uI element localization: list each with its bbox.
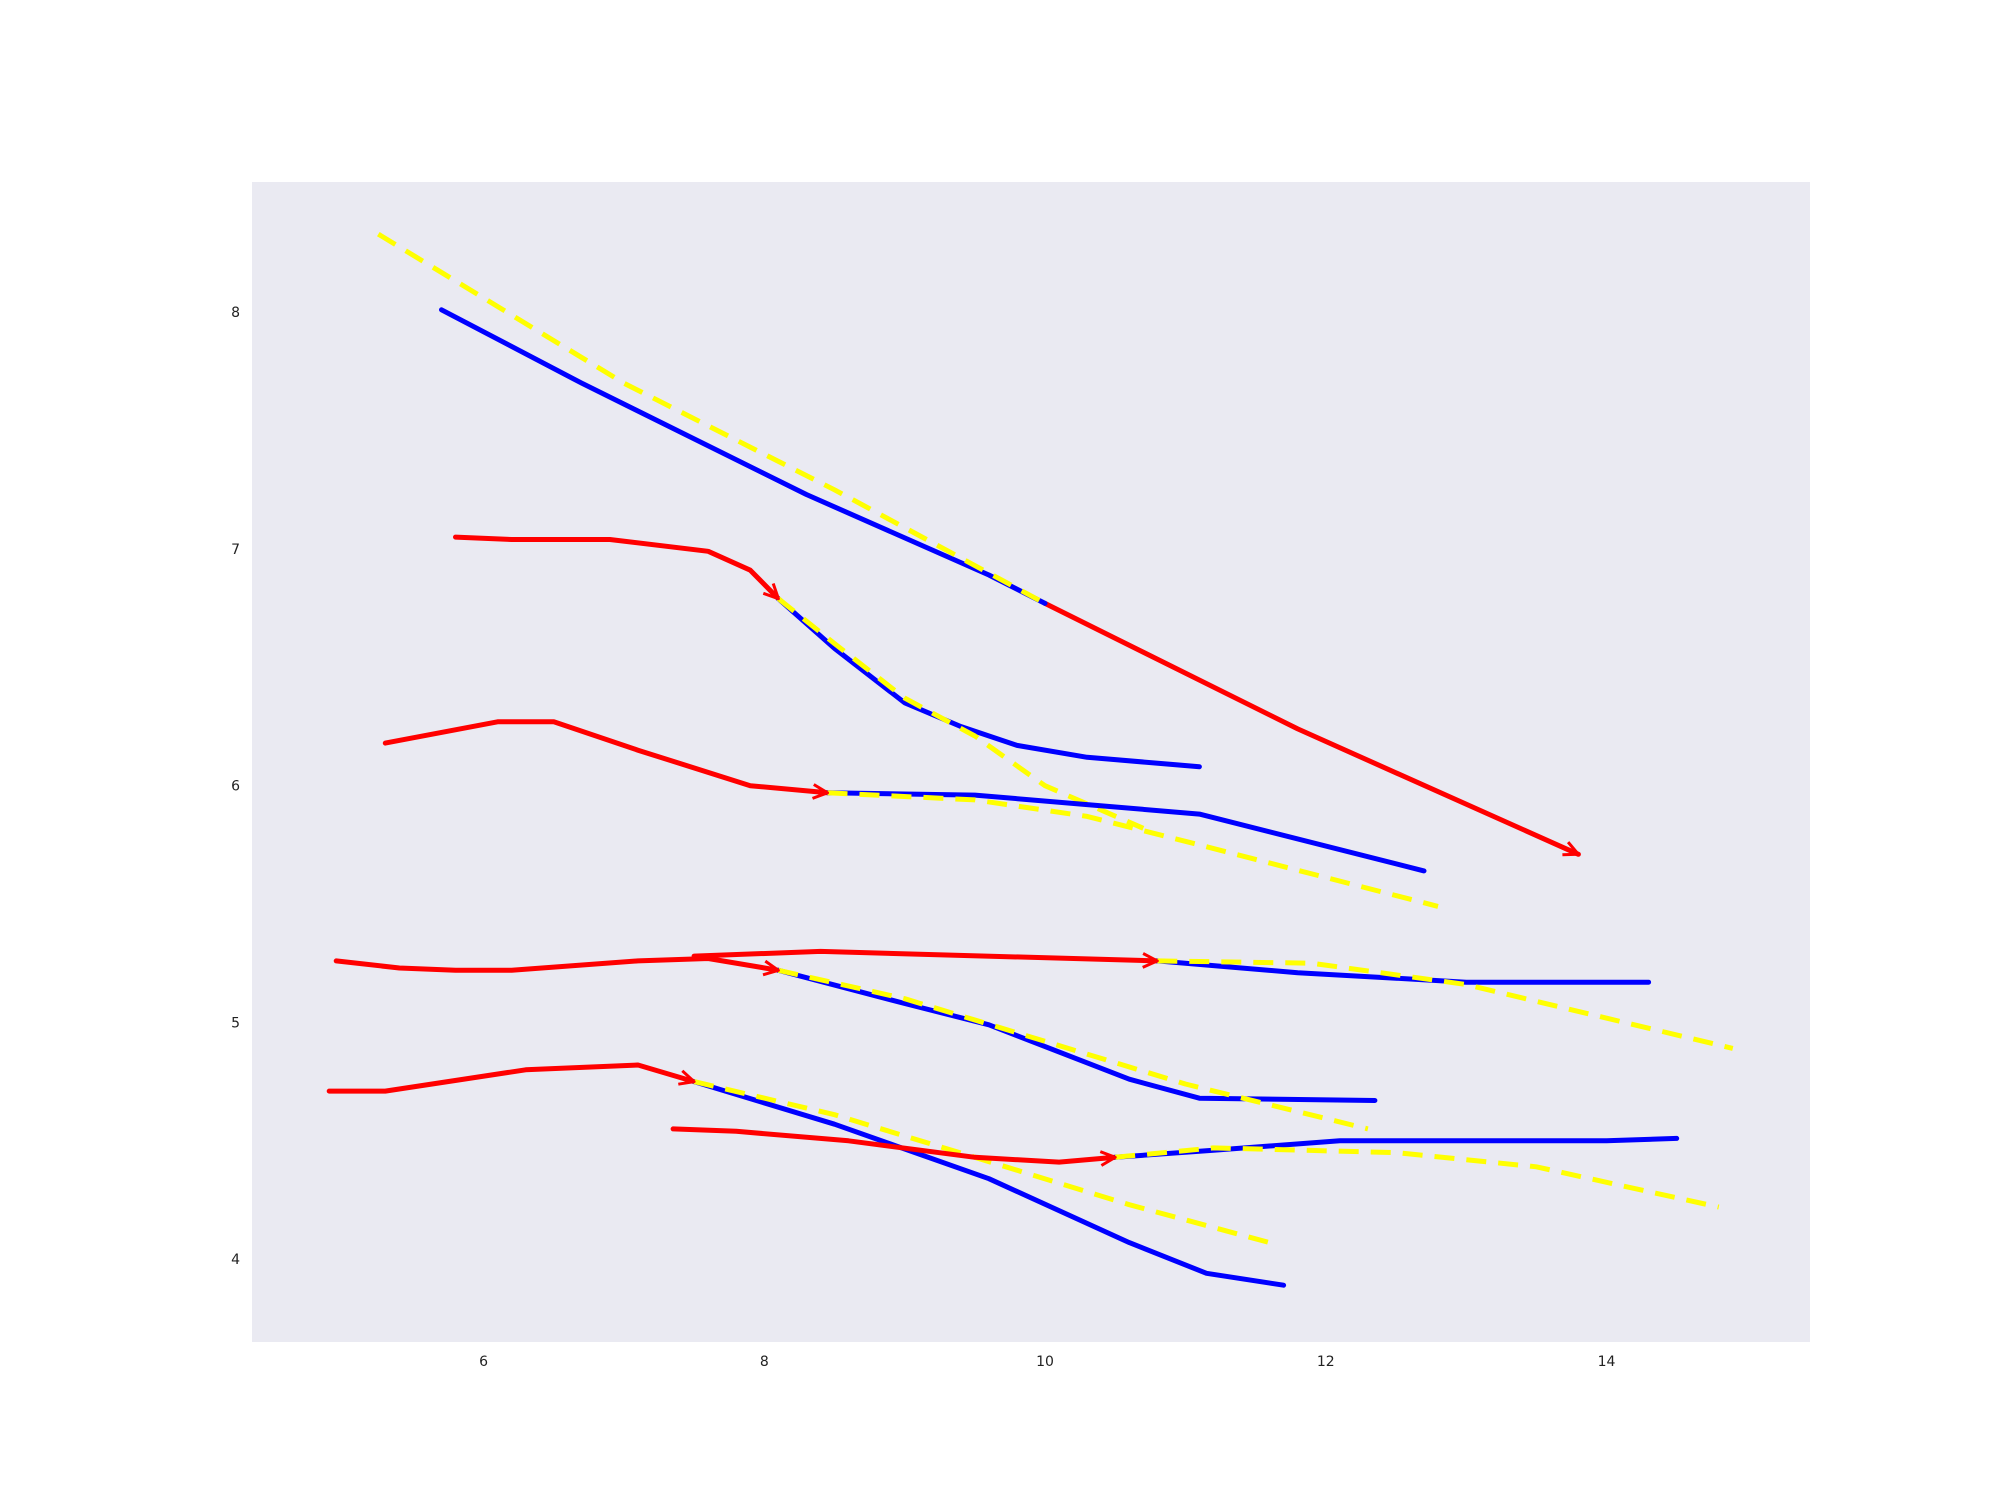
plot-background	[252, 182, 1810, 1342]
x-tick-label: 14	[1598, 1354, 1616, 1370]
x-tick-label: 12	[1317, 1354, 1335, 1370]
observed-line-4	[691, 948, 1160, 964]
predicted-line-2	[775, 596, 1202, 770]
reference-line-4	[1157, 958, 1734, 1051]
observed-arrow-7	[1099, 1150, 1117, 1167]
observed-arrow-3	[811, 783, 829, 800]
tick-layer: 6 8 10 12 14 4 5 6 7 8	[231, 305, 1615, 1370]
reference-line-5	[777, 967, 1369, 1132]
observed-arrow-1	[1562, 841, 1580, 857]
observed-line-6	[326, 1062, 697, 1094]
y-tick-label: 5	[231, 1015, 240, 1031]
y-tick-label: 8	[231, 305, 240, 321]
predicted-line-6	[691, 1079, 1287, 1288]
observed-arrow-4	[1142, 952, 1159, 969]
reference-line-3	[827, 790, 1439, 909]
x-tick-label: 6	[479, 1354, 488, 1370]
observed-arrow-5	[762, 959, 780, 977]
observed-arrow-6	[678, 1069, 696, 1086]
reference-line-2	[776, 596, 1145, 831]
observed-line-5	[333, 956, 781, 973]
observed-line-3	[382, 719, 830, 796]
y-tick-label: 6	[231, 779, 240, 795]
x-tick-label: 10	[1036, 1354, 1054, 1370]
predicted-line-3	[825, 790, 1427, 874]
observed-line-7	[670, 1126, 1118, 1165]
observed-line-2	[453, 534, 781, 602]
predicted-line-4	[1154, 958, 1652, 985]
y-tick-label: 4	[231, 1252, 240, 1268]
predicted-line-5	[775, 967, 1378, 1103]
x-tick-label: 8	[760, 1354, 769, 1370]
observed-line-1	[1042, 600, 1581, 857]
reference-line-1	[377, 231, 1047, 606]
y-tick-label: 7	[231, 542, 240, 558]
reference-line-7	[1114, 1145, 1720, 1210]
series-layer	[326, 231, 1734, 1288]
observed-arrow-2	[762, 583, 780, 601]
